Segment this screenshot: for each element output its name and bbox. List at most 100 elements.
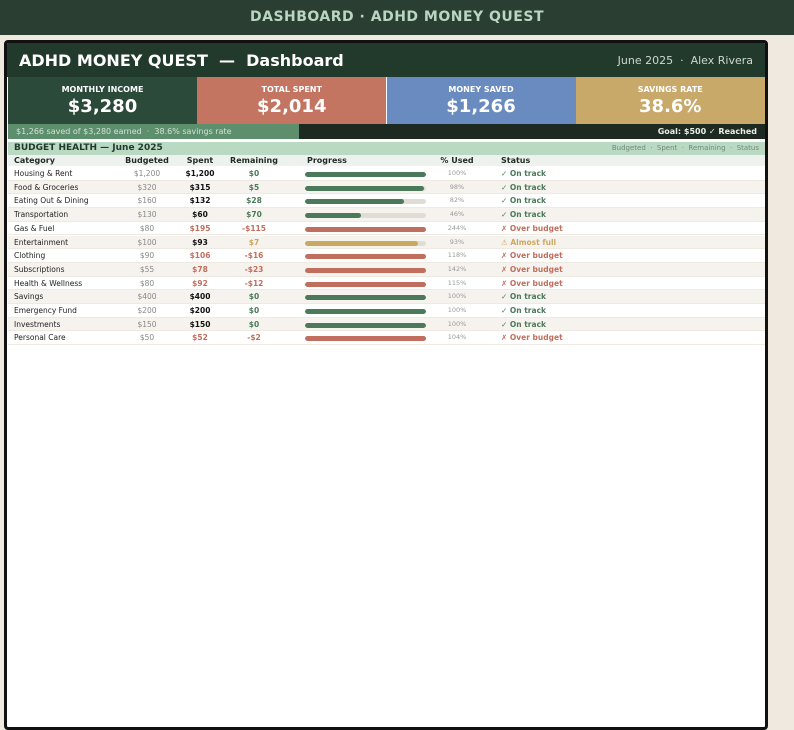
remaining: $28 — [246, 196, 262, 206]
progress-track — [305, 281, 426, 287]
progress-track — [305, 267, 426, 273]
percent-used: 118% — [447, 251, 467, 260]
kpi-tile: MONEY SAVED $1,266 — [386, 77, 576, 124]
table-row: Health & Wellness $80 $92 -$12 115% ✗ Over bu… — [8, 276, 765, 291]
budgeted: $80 — [139, 223, 155, 233]
progress-bar — [305, 226, 426, 232]
category: Eating Out & Dining — [14, 196, 89, 206]
spent: $92 — [192, 278, 208, 288]
budgeted: $100 — [137, 237, 157, 247]
progress-bar — [305, 172, 426, 177]
section-header: BUDGET HEALTH — June 2025 Budgeted · Spe… — [8, 142, 765, 155]
category: Housing & Rent — [14, 169, 73, 178]
progress-track — [305, 226, 426, 232]
progress-bar — [305, 322, 426, 328]
kpi-value: $2,014 — [257, 96, 327, 117]
spent: $400 — [189, 292, 211, 302]
status: ✗ Over budget — [501, 264, 563, 274]
remaining: $0 — [248, 169, 260, 178]
column-label: Status — [501, 156, 531, 165]
status: ✗ Over budget — [501, 278, 563, 288]
progress-bar — [305, 240, 418, 246]
kpi-value: 38.6% — [639, 96, 702, 117]
progress-bar — [305, 185, 424, 191]
budgeted: $320 — [137, 182, 157, 192]
percent-used: 100% — [447, 306, 467, 314]
column-label: Remaining — [230, 156, 278, 165]
column-label: Progress — [307, 156, 347, 165]
table-row: Personal Care $50 $52 -$2 104% ✗ Over budget — [8, 331, 765, 346]
kpi-tile: TOTAL SPENT $2,014 — [197, 77, 387, 124]
budgeted: $1,200 — [133, 169, 161, 178]
remaining: -$16 — [244, 251, 264, 261]
percent-used: 142% — [447, 264, 467, 273]
status: ✓ On track — [501, 169, 546, 178]
progress-track — [305, 309, 426, 314]
category: Emergency Fund — [14, 306, 77, 315]
kpi-tile: MONTHLY INCOME $3,280 — [8, 77, 197, 124]
status: ✓ On track — [501, 182, 546, 192]
budgeted: $55 — [139, 264, 155, 274]
category: Food & Groceries — [14, 182, 79, 192]
percent-used: 82% — [449, 196, 465, 205]
progress-track — [305, 240, 426, 246]
section-title: BUDGET HEALTH — June 2025 — [14, 143, 163, 153]
category: Investments — [14, 319, 61, 329]
percent-used: 98% — [449, 182, 465, 191]
column-label: Spent — [186, 156, 214, 165]
progress-bar — [305, 295, 426, 301]
status: ✓ On track — [501, 292, 546, 302]
budgeted: $130 — [137, 210, 157, 220]
column-label: Budgeted — [125, 156, 169, 165]
progress-bar — [305, 309, 426, 314]
category: Entertainment — [14, 237, 69, 247]
spent: $106 — [189, 251, 211, 261]
status: ✗ Over budget — [501, 333, 563, 343]
status: ✓ On track — [501, 210, 546, 220]
remaining: $0 — [248, 306, 260, 315]
spent: $1,200 — [185, 169, 215, 178]
category: Clothing — [14, 251, 46, 261]
spent: $200 — [189, 306, 211, 315]
spent: $315 — [189, 182, 211, 192]
remaining: $0 — [248, 319, 260, 329]
percent-used: 93% — [449, 237, 465, 246]
table-row: Savings $400 $400 $0 100% ✓ On track — [8, 290, 765, 304]
spent: $52 — [192, 333, 208, 343]
budgeted: $200 — [137, 306, 157, 315]
header: ADHD MONEY QUEST — Dashboard June 2025 ·… — [7, 43, 765, 77]
remaining: -$2 — [247, 333, 261, 343]
spent: $78 — [192, 264, 208, 274]
goal-status: Goal: $500 ✓ Reached — [299, 124, 765, 139]
percent-used: 46% — [449, 210, 465, 219]
status: ✓ On track — [501, 306, 546, 315]
remaining: $0 — [248, 292, 260, 302]
column-label: Category — [14, 156, 55, 165]
kpi-label: SAVINGS RATE — [637, 85, 703, 94]
category: Personal Care — [14, 333, 66, 343]
progress-track — [305, 322, 426, 328]
remaining: -$23 — [244, 264, 264, 274]
category: Gas & Fuel — [14, 223, 55, 233]
budgeted: $80 — [139, 278, 155, 288]
category: Subscriptions — [14, 264, 65, 274]
table-row: Clothing $90 $106 -$16 118% ✗ Over budget — [8, 249, 765, 263]
kpi-value: $1,266 — [446, 96, 516, 117]
table-row: Entertainment $100 $93 $7 93% ⚠ Almost full — [8, 235, 765, 250]
percent-used: 100% — [447, 292, 467, 301]
percent-used: 100% — [447, 169, 467, 177]
table-row: Gas & Fuel $80 $195 -$115 244% ✗ Over budget — [8, 221, 765, 236]
progress-bar — [305, 267, 426, 273]
kpi-label: MONTHLY INCOME — [61, 85, 144, 94]
remaining: -$115 — [242, 223, 266, 233]
percent-used: 244% — [447, 223, 467, 232]
table-row: Housing & Rent $1,200 $1,200 $0 100% ✓ On tra… — [8, 167, 765, 181]
remaining: $7 — [248, 237, 260, 247]
category: Health & Wellness — [14, 278, 83, 288]
status: ⚠ Almost full — [501, 237, 557, 247]
progress-track — [305, 185, 426, 191]
status: ✗ Over budget — [501, 223, 563, 233]
kpi-value: $3,280 — [67, 96, 138, 117]
progress-track — [305, 336, 426, 342]
status: ✓ On track — [501, 319, 546, 329]
